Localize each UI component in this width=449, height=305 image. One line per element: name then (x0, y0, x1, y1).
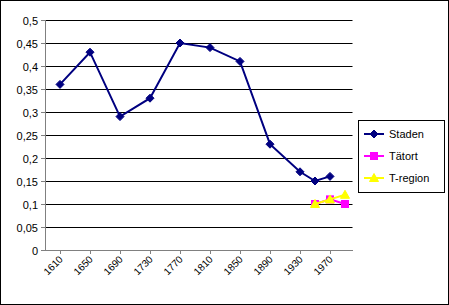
x-tick (270, 250, 271, 254)
grid-line (45, 158, 353, 159)
marker (342, 201, 349, 208)
y-tick (41, 250, 45, 251)
y-tick (41, 66, 45, 67)
plot-area (56, 39, 350, 208)
legend-symbol (371, 153, 378, 160)
y-tick-label: 0,3 (23, 107, 38, 119)
x-tick-label: 1770 (161, 253, 185, 277)
x-tick (300, 250, 301, 254)
y-tick-label: 0,1 (23, 199, 38, 211)
y-tick-label: 0,2 (23, 153, 38, 165)
x-tick-label: 1810 (191, 253, 215, 277)
marker (206, 44, 214, 52)
legend-label: Tätort (389, 150, 418, 162)
x-tick-label: 1610 (41, 253, 65, 277)
marker (296, 168, 304, 176)
x-tick-label: 1690 (101, 253, 125, 277)
y-axis-line (45, 20, 46, 250)
x-tick (240, 250, 241, 254)
marker (327, 196, 334, 203)
x-tick (120, 250, 121, 254)
y-tick-label: 0,05 (17, 222, 38, 234)
x-tick (60, 250, 61, 254)
grid-line (45, 204, 353, 205)
y-tick-label: 0 (32, 245, 38, 257)
y-tick (41, 204, 45, 205)
y-tick-label: 0,25 (17, 130, 38, 142)
y-tick (41, 112, 45, 113)
legend-marker (370, 130, 378, 138)
series (311, 190, 350, 207)
marker (326, 195, 335, 203)
y-tick (41, 135, 45, 136)
series-line (315, 195, 345, 204)
y-axis: 0 0,05 0,1 0,15 0,2 0,25 0,3 0,35 0,4 0,45 0,5 (17, 15, 353, 257)
marker (266, 140, 274, 148)
y-tick (41, 158, 45, 159)
y-tick (41, 20, 45, 21)
legend-marker (371, 153, 378, 160)
x-tick (180, 250, 181, 254)
y-tick-label: 0,5 (23, 15, 38, 27)
grid-line (45, 250, 353, 251)
y-tick-label: 0,45 (17, 38, 38, 50)
x-tick (330, 250, 331, 254)
grid-line (45, 181, 353, 182)
chart-border (1, 1, 449, 305)
legend-box (359, 121, 445, 193)
legend-symbol (370, 130, 378, 138)
x-tick-label: 1890 (251, 253, 275, 277)
legend-label: T-region (389, 172, 429, 184)
y-tick-label: 0,15 (17, 176, 38, 188)
grid-line (45, 227, 353, 228)
y-tick (41, 43, 45, 44)
marker (236, 57, 244, 65)
grid-line (45, 43, 353, 44)
grid-line (45, 89, 353, 90)
x-tick-label: 1730 (131, 253, 155, 277)
series (56, 39, 334, 185)
x-axis-line (45, 250, 353, 251)
marker (326, 172, 334, 180)
marker (176, 39, 184, 47)
series-line (60, 43, 330, 181)
x-tick-label: 1970 (311, 253, 335, 277)
grid-line (45, 20, 353, 21)
x-tick (90, 250, 91, 254)
marker (116, 113, 124, 121)
marker (312, 201, 319, 208)
x-axis: 1610165016901730177018101850189019301970 (41, 250, 352, 277)
legend-label: Staden (389, 128, 424, 140)
x-tick (210, 250, 211, 254)
legend: Staden Tätort T-region (359, 121, 445, 193)
y-tick-label: 0,35 (17, 84, 38, 96)
marker (311, 200, 320, 208)
x-tick-label: 1930 (281, 253, 305, 277)
legend-marker (370, 174, 379, 182)
marker (86, 48, 94, 56)
y-tick-label: 0,4 (23, 61, 38, 73)
marker (146, 94, 154, 102)
legend-symbol (370, 174, 379, 182)
marker (56, 80, 64, 88)
chart-container: 0 0,05 0,1 0,15 0,2 0,25 0,3 0,35 0,4 0,45 0,5 1610… (0, 0, 449, 305)
grid-line (45, 135, 353, 136)
marker (311, 177, 319, 185)
grid-line (45, 66, 353, 67)
marker (341, 190, 350, 198)
y-tick (41, 89, 45, 90)
grid-line (45, 112, 353, 113)
x-tick-label: 1650 (71, 253, 95, 277)
x-tick-label: 1850 (221, 253, 245, 277)
y-tick (41, 181, 45, 182)
x-tick (150, 250, 151, 254)
y-tick (41, 227, 45, 228)
chart: 0 0,05 0,1 0,15 0,2 0,25 0,3 0,35 0,4 0,45 0,5 1610… (0, 0, 449, 305)
